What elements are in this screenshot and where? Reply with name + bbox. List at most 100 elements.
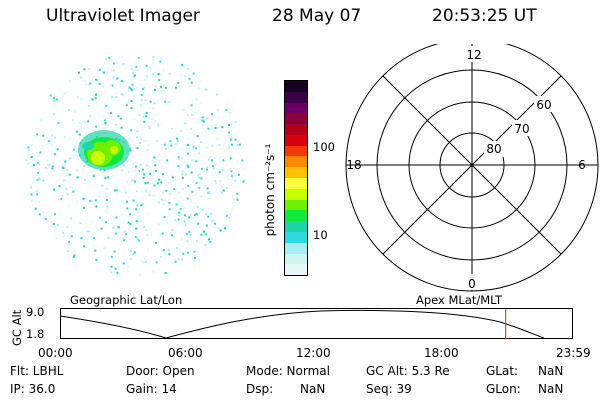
image-pixel — [155, 169, 158, 172]
image-pixel — [198, 152, 201, 155]
image-pixel — [64, 160, 67, 163]
image-pixel — [123, 239, 126, 242]
image-pixel — [63, 234, 66, 237]
image-pixel — [88, 68, 90, 70]
image-pixel — [165, 189, 168, 192]
image-pixel — [209, 240, 212, 243]
colorbar-tick-10: 10 — [313, 228, 328, 242]
image-pixel — [119, 117, 122, 120]
image-pixel — [177, 214, 180, 217]
image-pixel — [144, 228, 147, 231]
image-pixel — [115, 123, 117, 126]
colorbar-segment — [285, 264, 307, 276]
altitude-timeline — [60, 308, 573, 339]
image-pixel — [126, 269, 129, 272]
colorbar-segment — [285, 156, 307, 168]
image-pixel — [201, 156, 204, 158]
glat-value: NaN — [538, 364, 564, 378]
image-pixel — [195, 160, 198, 163]
image-pixel — [198, 173, 201, 175]
image-pixel — [176, 140, 179, 143]
image-pixel — [158, 178, 161, 181]
image-pixel — [205, 87, 208, 90]
image-pixel — [77, 169, 79, 172]
image-pixel — [195, 98, 198, 101]
image-pixel — [85, 196, 88, 199]
image-pixel — [63, 158, 66, 161]
dsp-label: Dsp: — [246, 382, 274, 396]
image-pixel — [178, 191, 181, 194]
image-pixel — [184, 74, 187, 77]
image-pixel — [154, 164, 157, 167]
image-pixel — [129, 213, 132, 216]
image-pixel — [143, 120, 146, 123]
image-pixel — [165, 102, 168, 105]
image-pixel — [188, 216, 191, 219]
image-pixel — [214, 127, 217, 129]
image-pixel — [238, 173, 240, 176]
image-pixel — [213, 157, 216, 160]
image-pixel — [87, 179, 90, 182]
image-pixel — [160, 72, 163, 75]
image-pixel — [56, 224, 59, 227]
colorbar-segment — [285, 231, 307, 243]
image-pixel — [198, 176, 201, 179]
image-pixel — [170, 203, 173, 206]
image-pixel — [192, 217, 195, 219]
image-pixel — [30, 193, 33, 196]
image-pixel — [174, 219, 177, 222]
image-pixel — [140, 98, 143, 101]
image-pixel — [37, 171, 40, 174]
image-pixel — [131, 179, 134, 182]
image-pixel — [60, 193, 63, 196]
image-pixel — [143, 139, 146, 142]
image-pixel — [181, 173, 184, 176]
image-pixel — [63, 136, 66, 138]
image-pixel — [193, 214, 196, 217]
image-pixel — [210, 238, 213, 240]
image-pixel — [193, 111, 196, 114]
image-pixel — [143, 65, 146, 68]
image-pixel — [98, 68, 101, 71]
image-pixel — [172, 236, 175, 239]
image-pixel — [27, 162, 30, 165]
image-pixel — [95, 258, 98, 261]
image-pixel — [88, 230, 91, 233]
image-pixel — [187, 166, 190, 169]
image-pixel — [130, 129, 133, 132]
image-pixel — [133, 251, 136, 254]
image-pixel — [126, 181, 129, 184]
image-pixel — [139, 104, 142, 107]
image-pixel — [146, 213, 149, 215]
image-pixel — [103, 119, 106, 122]
image-pixel — [106, 176, 109, 179]
image-pixel — [115, 195, 118, 198]
image-pixel — [66, 169, 69, 171]
image-pixel — [41, 145, 44, 147]
image-pixel — [77, 96, 79, 99]
image-pixel — [168, 208, 171, 211]
image-pixel — [185, 233, 188, 236]
image-pixel — [55, 237, 58, 240]
image-pixel — [110, 271, 113, 274]
image-pixel — [134, 169, 137, 172]
image-pixel — [164, 272, 167, 274]
image-pixel — [135, 65, 138, 68]
image-pixel — [69, 186, 72, 189]
colorbar-label: photon cm⁻²s⁻¹ — [263, 143, 277, 237]
image-pixel — [211, 165, 214, 168]
image-pixel — [36, 161, 39, 164]
image-pixel — [236, 161, 239, 164]
image-pixel — [182, 252, 185, 255]
image-pixel — [148, 173, 151, 175]
image-pixel — [104, 177, 107, 180]
image-pixel — [30, 156, 33, 158]
image-pixel — [89, 199, 92, 202]
image-pixel — [236, 192, 239, 195]
image-pixel — [92, 174, 95, 177]
image-pixel — [131, 89, 134, 92]
colorbar-segment — [285, 102, 307, 114]
image-pixel — [55, 98, 58, 101]
image-pixel — [161, 198, 164, 201]
timeline-left-label: Geographic Lat/Lon — [70, 293, 183, 307]
